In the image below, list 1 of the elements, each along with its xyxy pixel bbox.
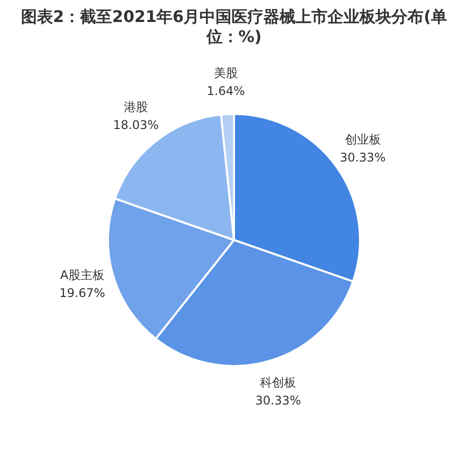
title: 图表2：截至2021年6月中国医疗器械上市企业板块分布(单位：%) — [20, 7, 448, 47]
